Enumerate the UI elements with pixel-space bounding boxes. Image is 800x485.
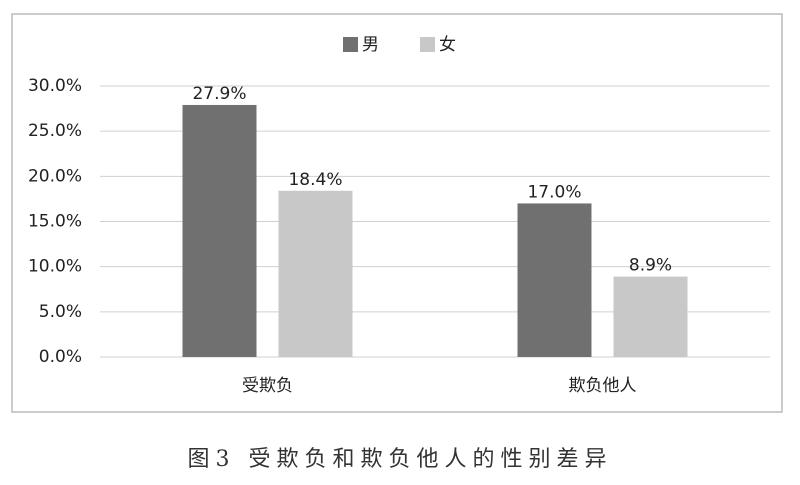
- chart-title: 图3 受欺负和欺负他人的性别差异: [188, 447, 613, 472]
- y-tick-label: 0.0%: [39, 347, 82, 367]
- x-tick-label: 欺负他人: [569, 376, 637, 396]
- y-tick-label: 15.0%: [28, 212, 82, 232]
- y-tick-label: 30.0%: [28, 76, 82, 96]
- bar: [182, 104, 257, 357]
- value-label: 18.4%: [288, 170, 342, 190]
- y-tick-label: 25.0%: [28, 121, 82, 141]
- chart-border: [11, 13, 783, 413]
- legend-swatch: [343, 37, 358, 52]
- legend-label: 男: [362, 35, 379, 55]
- value-label: 17.0%: [527, 182, 581, 202]
- x-tick-label: 受欺负: [242, 376, 293, 396]
- bar: [517, 203, 592, 357]
- bar: [278, 190, 353, 357]
- bar: [613, 276, 688, 357]
- legend-label: 女: [439, 35, 456, 55]
- y-tick-label: 20.0%: [28, 166, 82, 186]
- value-label: 8.9%: [629, 256, 672, 276]
- y-tick-label: 5.0%: [39, 302, 82, 322]
- y-tick-label: 10.0%: [28, 257, 82, 277]
- legend-swatch: [420, 37, 435, 52]
- value-label: 27.9%: [192, 84, 246, 104]
